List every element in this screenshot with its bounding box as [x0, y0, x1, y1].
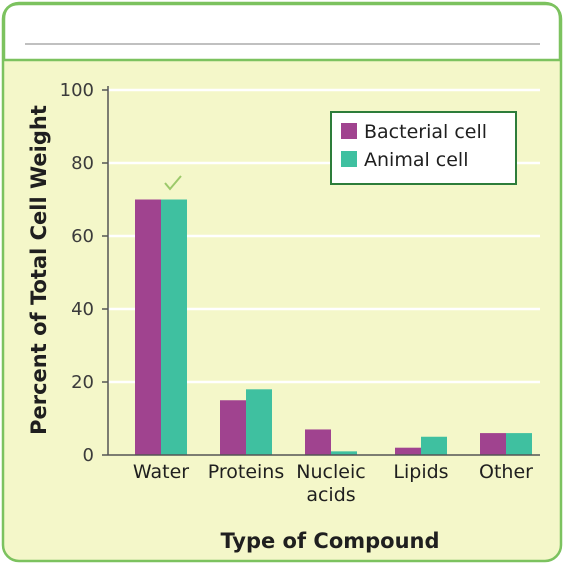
bar-bacterial-cell — [480, 433, 506, 455]
y-tick-label: 0 — [83, 445, 94, 466]
legend-box — [330, 111, 517, 185]
bars — [135, 199, 532, 455]
bar-bacterial-cell — [305, 429, 331, 455]
x-axis-title: Type of Compound — [220, 529, 439, 553]
category-label: Other — [479, 461, 533, 483]
category-label: Nucleic acids — [296, 461, 365, 506]
legend: Bacterial cell Animal cell — [330, 111, 517, 185]
legend-label: Animal cell — [364, 149, 468, 171]
legend-swatch — [341, 123, 357, 139]
category-label: Proteins — [208, 461, 285, 483]
bar-animal-cell — [331, 451, 357, 455]
y-tick-label: 100 — [60, 80, 94, 101]
check-mark-icon — [164, 175, 182, 191]
bar-animal-cell — [421, 436, 447, 455]
bar-animal-cell — [506, 433, 532, 455]
category-label: Lipids — [393, 461, 448, 483]
y-tick-label: 20 — [71, 372, 94, 393]
category-label: Water — [133, 461, 189, 483]
bar-bacterial-cell — [395, 447, 421, 455]
header-box — [2, 2, 562, 62]
bar-bacterial-cell — [220, 400, 246, 455]
y-tick-label: 80 — [71, 153, 94, 174]
bar-animal-cell — [246, 389, 272, 455]
y-tick-label: 60 — [71, 226, 94, 247]
bar-animal-cell — [161, 199, 187, 455]
legend-label: Bacterial cell — [364, 121, 487, 143]
legend-swatch — [341, 151, 357, 167]
y-tick-label: 40 — [71, 299, 94, 320]
bar-bacterial-cell — [135, 199, 161, 455]
y-axis-title: Percent of Total Cell Weight — [27, 105, 51, 435]
